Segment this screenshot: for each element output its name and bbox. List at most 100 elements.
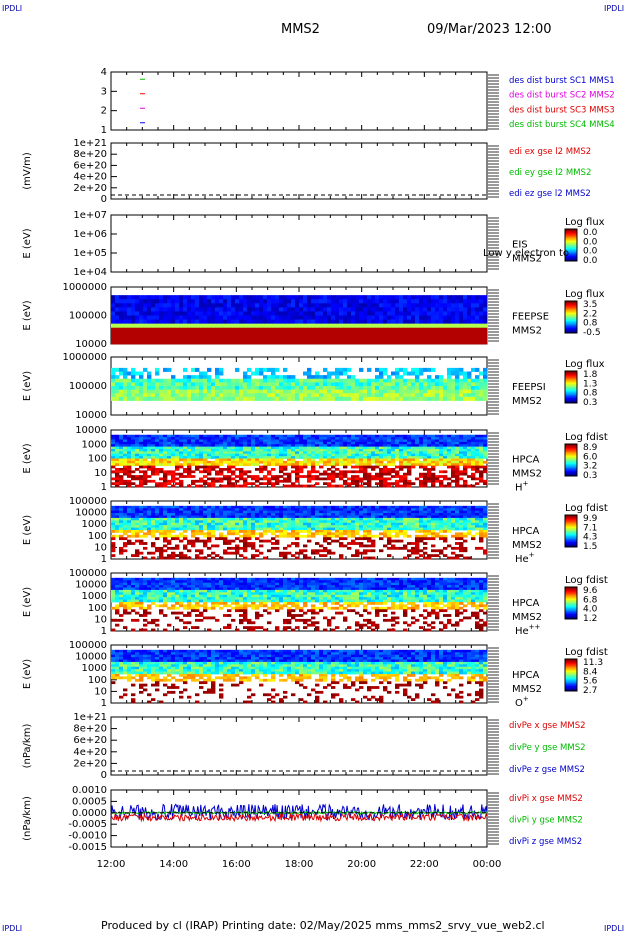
colorbar-segment xyxy=(565,599,577,601)
colorbar-tick-label: 6.0 xyxy=(583,452,598,462)
y-tick-label: 1000000 xyxy=(62,282,107,293)
legend-entry: edi ez gse l2 MMS2 xyxy=(509,189,591,199)
y-tick-label: 1000 xyxy=(82,591,107,602)
colorbar-segment xyxy=(565,466,577,469)
colorbar-segment xyxy=(565,372,577,375)
colorbar-segment xyxy=(565,315,577,318)
colorbar-segment xyxy=(565,687,577,689)
y-tick-label: 1e+21 xyxy=(73,712,107,723)
colorbar-tick-label: 0.8 xyxy=(583,319,598,329)
colorbar-segment xyxy=(565,665,577,668)
colorbar-segment xyxy=(565,601,577,604)
colorbar-segment xyxy=(565,527,577,529)
y-tick-label: 100 xyxy=(88,531,107,542)
colorbar-frame xyxy=(564,300,578,334)
colorbar-segment xyxy=(565,393,577,396)
y-tick-label: 100 xyxy=(88,603,107,614)
x-tick-label: 22:00 xyxy=(410,859,439,870)
colorbar-segment xyxy=(565,611,577,613)
colorbar-segment xyxy=(565,330,577,333)
colorbar-segment xyxy=(565,239,577,242)
spacecraft-label: MMS2 xyxy=(512,396,542,407)
instrument-label: FEEPSE xyxy=(512,312,549,323)
instrument-label: HPCA xyxy=(512,526,540,537)
y-tick-label: 10000 xyxy=(75,508,107,519)
colorbar-segment xyxy=(565,233,577,235)
spacecraft-label: MMS2 xyxy=(512,540,542,551)
colorbar-segment xyxy=(565,311,577,314)
colorbar-segment xyxy=(565,309,577,311)
colorbar-tick-label: 6.8 xyxy=(583,595,598,605)
colorbar-segment xyxy=(565,540,577,543)
y-tick-label: 1e+07 xyxy=(73,210,107,221)
colorbar-segment xyxy=(565,588,577,591)
colorbar-segment xyxy=(565,605,577,608)
y-tick-label: 100 xyxy=(88,454,107,465)
panel-frame xyxy=(110,716,488,776)
colorbar-segment xyxy=(565,615,577,617)
colorbar-segment xyxy=(565,523,577,525)
y-tick-label: 0 xyxy=(101,194,107,205)
colorbar-tick-label: 1.5 xyxy=(583,542,597,552)
colorbar-segment xyxy=(565,326,577,329)
colorbar-segment xyxy=(565,688,577,691)
colorbar-segment xyxy=(565,537,577,540)
y-tick-label: -0.0015 xyxy=(68,842,107,853)
colorbar-segment xyxy=(565,450,577,453)
colorbar-segment xyxy=(565,325,577,327)
y-tick-label: 100000 xyxy=(69,311,107,322)
y-axis-label: E (eV) xyxy=(22,443,33,473)
heatmap-cells xyxy=(111,505,488,560)
y-tick-label: 0.0000 xyxy=(72,808,107,819)
colorbar-segment xyxy=(565,472,577,474)
instrument-label: HPCA xyxy=(512,670,540,681)
colorbar-segment xyxy=(565,677,577,680)
x-tick-label: 20:00 xyxy=(347,859,376,870)
colorbar-segment xyxy=(565,251,577,254)
colorbar-segment xyxy=(565,461,577,464)
colorbar-segment xyxy=(565,310,577,313)
colorbar-segment xyxy=(565,376,577,379)
colorbar-tick-label: -0.5 xyxy=(583,328,601,338)
y-tick-label: 1000 xyxy=(82,663,107,674)
colorbar-segment xyxy=(565,383,577,385)
colorbar-segment xyxy=(565,375,577,377)
colorbar-segment xyxy=(565,521,577,524)
colorbar-frame xyxy=(564,443,578,477)
colorbar-segment xyxy=(565,595,577,597)
colorbar-segment xyxy=(565,462,577,465)
heatmap-cells xyxy=(111,295,488,345)
colorbar-tick-label: 0.8 xyxy=(583,389,598,399)
y-tick-label: 1e+05 xyxy=(73,248,107,259)
legend-entry: divPe y gse MMS2 xyxy=(509,743,586,753)
colorbar-tick-label: 9.6 xyxy=(583,586,598,596)
colorbar-segment xyxy=(565,246,577,249)
heatmap-cells xyxy=(111,367,488,401)
colorbar-title: Log fdist xyxy=(565,647,608,658)
colorbar-segment xyxy=(565,327,577,330)
colorbar-segment xyxy=(565,672,577,675)
y-tick-label: 10000 xyxy=(75,580,107,591)
colorbar-segment xyxy=(565,473,577,476)
colorbar-segment xyxy=(565,305,577,307)
series-line xyxy=(110,812,488,823)
species-label: H+ xyxy=(515,480,529,494)
colorbar-segment xyxy=(565,535,577,537)
colorbar-segment xyxy=(565,381,577,384)
colorbar-segment xyxy=(565,589,577,592)
colorbar-segment xyxy=(565,531,577,533)
colorbar-segment xyxy=(565,255,577,258)
colorbar-segment xyxy=(565,318,577,321)
colorbar-segment xyxy=(565,313,577,315)
colorbar-segment xyxy=(565,524,577,527)
colorbar-tick-label: 8.9 xyxy=(583,443,598,453)
colorbar-segment xyxy=(565,515,577,517)
colorbar-segment xyxy=(565,387,577,389)
colorbar-segment xyxy=(565,391,577,393)
date-title: 09/Mar/2023 12:00 xyxy=(427,22,552,37)
colorbar-segment xyxy=(565,317,577,319)
colorbar-segment xyxy=(565,229,577,231)
spacecraft-label: MMS2 xyxy=(512,326,542,337)
y-tick-label: 10 xyxy=(94,542,107,553)
